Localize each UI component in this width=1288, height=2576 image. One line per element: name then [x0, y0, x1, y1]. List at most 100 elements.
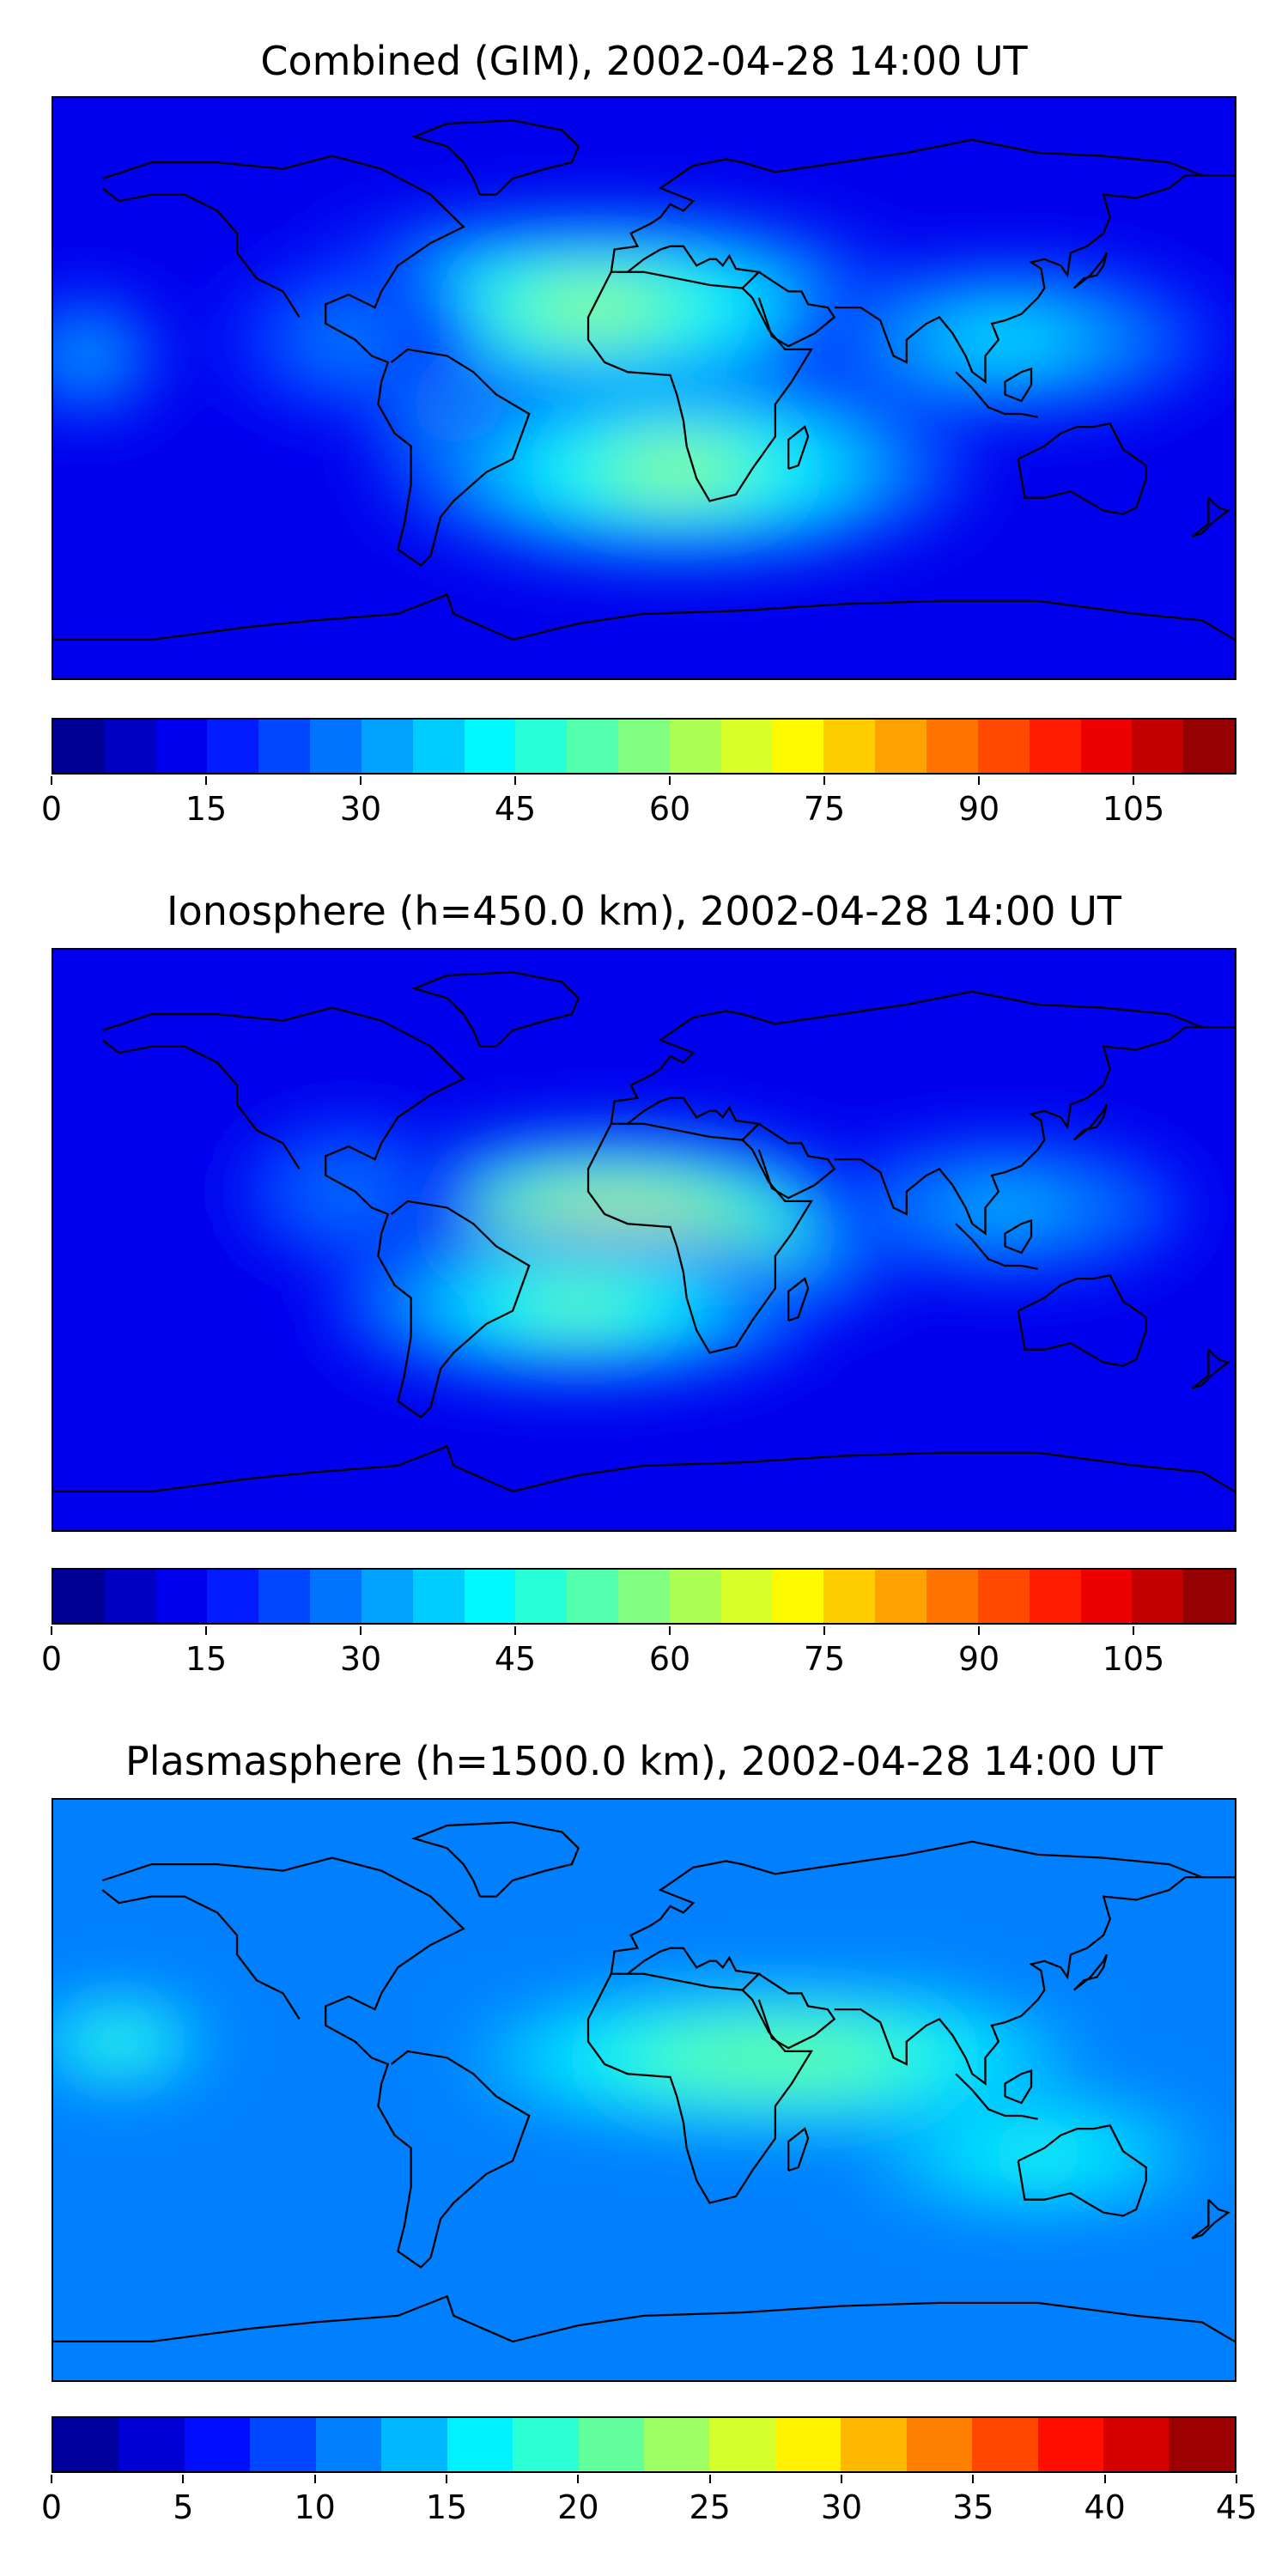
colorbar-segment [207, 1570, 259, 1623]
panel-title-plasmasphere: Plasmasphere (h=1500.0 km), 2002-04-28 1… [125, 1738, 1163, 1784]
colorbar-tick-label: 75 [803, 1640, 846, 1678]
colorbar-segment [875, 720, 927, 773]
colorbar-tick-label: 30 [339, 790, 382, 828]
coastline [610, 138, 1235, 272]
colorbar-segment [1029, 720, 1081, 773]
colorbar-tick [446, 2475, 447, 2483]
coastline [627, 1097, 762, 1141]
coastline [101, 155, 531, 568]
field-contour [326, 326, 371, 354]
coastline [101, 1039, 301, 1170]
colorbar-segment [361, 720, 413, 773]
colorbar-segment [464, 720, 516, 773]
colorbar-tick [669, 776, 671, 785]
colorbar-tick-label: 60 [648, 1640, 691, 1678]
coastline [627, 1947, 762, 1991]
colorbar-segment [775, 2418, 841, 2471]
colorbar-segment [1037, 2418, 1103, 2471]
colorbar-segment [515, 1570, 568, 1623]
colorbar-segment [972, 2418, 1038, 2471]
coastline [1191, 496, 1230, 538]
coastline [1004, 1218, 1033, 1255]
colorbar-tick [360, 1626, 361, 1635]
colorbar-tick-label: 40 [1084, 2488, 1126, 2526]
colorbar-ticks-ionosphere: 0 15 30 45 60 75 90 105 [41, 1626, 1236, 1678]
coastline [101, 187, 301, 318]
coastline [610, 990, 1235, 1124]
colorbar-segment [1029, 1570, 1081, 1623]
coastline [1191, 2198, 1230, 2239]
colorbar-tick-label: 30 [820, 2488, 863, 2526]
colorbar-tick [51, 1626, 52, 1635]
colorbar-segment [104, 720, 156, 773]
field-contour [102, 2033, 136, 2050]
colorbar-segment [447, 2418, 513, 2471]
colorbar-tick-label: 60 [648, 790, 691, 828]
coastline [53, 592, 1235, 641]
field-contour [714, 2044, 835, 2072]
colorbar-segment [772, 1570, 824, 1623]
coastline [757, 1122, 836, 1200]
map-svg-combined [53, 98, 1235, 678]
map-combined [52, 96, 1236, 680]
colorbar-segment [927, 720, 978, 773]
coastline [834, 174, 1235, 384]
colorbar-tick-label: 10 [294, 2488, 336, 2526]
colorbar-tick-label: 0 [40, 2488, 63, 2526]
coastline [834, 1026, 1235, 1236]
colorbar-tick-label: 0 [40, 790, 63, 828]
colorbar-tick [841, 2475, 842, 2483]
colorbar-segment [618, 1570, 670, 1623]
colorbar-ionosphere [52, 1568, 1236, 1625]
colorbar-segment [258, 1570, 311, 1623]
coastline [1004, 367, 1033, 403]
colorbar-tick [182, 2475, 185, 2483]
colorbar-tick [514, 776, 516, 785]
colorbar-segment [184, 2418, 251, 2471]
field-contour [966, 326, 1044, 354]
map-svg-plasmasphere [53, 1800, 1235, 2380]
colorbar-segment [618, 720, 670, 773]
colorbar-ticks-plasmasphere: 0 5 10 15 20 25 30 35 40 45 [41, 2475, 1257, 2526]
coastline [955, 2073, 1038, 2120]
coastline [410, 971, 580, 1048]
colorbar-tick [823, 776, 825, 785]
colorbar-tick [669, 1626, 671, 1635]
colorbar-tick-label: 15 [185, 1640, 228, 1678]
coastline [586, 1972, 813, 2204]
colorbar-segment [1132, 1570, 1184, 1623]
colorbar-segment [1132, 720, 1184, 773]
colorbar-segment [1183, 1570, 1236, 1623]
colorbar-segment [315, 2418, 382, 2471]
colorbar-segment [1103, 2418, 1170, 2471]
colorbar-combined [52, 718, 1236, 775]
colorbar-segment [104, 1570, 156, 1623]
colorbar-tick [577, 2475, 580, 2483]
field-contour [539, 291, 650, 324]
colorbar-segment [515, 720, 568, 773]
coastline [101, 1856, 531, 2269]
colorbar-segment [1080, 1570, 1133, 1623]
map-plasmasphere [52, 1798, 1236, 2382]
coastline [787, 1277, 810, 1321]
colorbar-tick [978, 776, 980, 785]
colorbar-segment [118, 2418, 185, 2471]
colorbar-segment [513, 2418, 579, 2471]
colorbar-tick-label: 15 [185, 790, 228, 828]
coastline [1072, 252, 1109, 289]
colorbar-tick [972, 2475, 975, 2483]
colorbar-segment [823, 1570, 876, 1623]
coastline [955, 371, 1038, 418]
colorbar-tick [514, 1626, 516, 1635]
colorbar-segment [567, 720, 619, 773]
colorbar-tick [205, 776, 207, 785]
coastline [787, 425, 810, 470]
coastline [410, 1821, 580, 1898]
field-contour [326, 1178, 371, 1206]
colorbar-segment [207, 720, 259, 773]
colorbar-segment [53, 2418, 119, 2471]
colorbar-segment [361, 1570, 413, 1623]
field-contour [72, 344, 100, 367]
colorbar-tick [823, 1626, 825, 1635]
colorbar-segment [709, 2418, 775, 2471]
